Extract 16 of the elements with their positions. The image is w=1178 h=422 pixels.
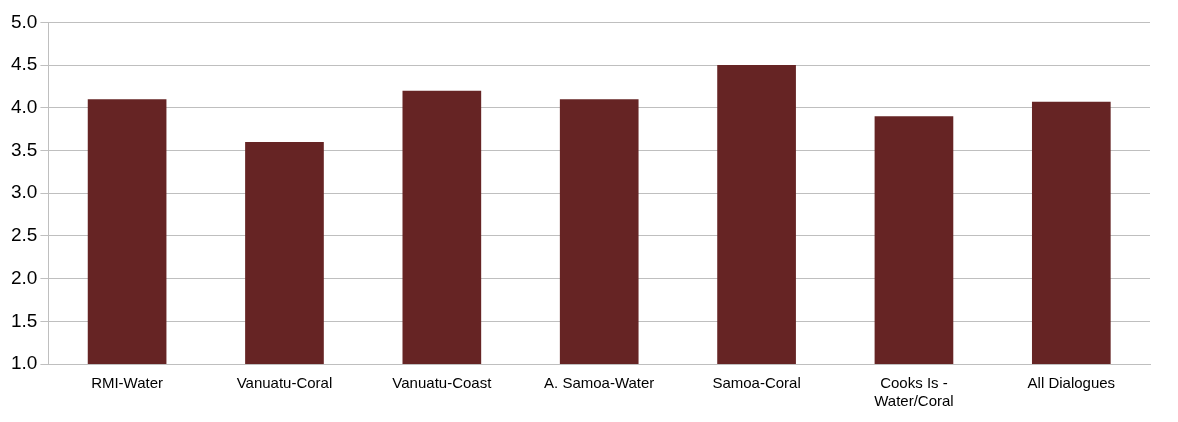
y-tick-label: 2.0	[10, 266, 38, 288]
y-tick-label: 1.0	[10, 352, 38, 374]
y-tick-label: 4.5	[10, 53, 38, 75]
y-tick-label: 2.5	[10, 224, 38, 246]
x-tick-label: Vanuatu-Coral	[236, 374, 333, 392]
x-tick-label: Vanuatu-Coast	[392, 374, 493, 392]
x-tick-label: Cooks Is - Water/Coral	[874, 374, 954, 410]
y-tick-label: 3.5	[10, 138, 38, 160]
x-tick-label: A. Samoa-Water	[544, 374, 655, 392]
y-tick-label: 3.0	[10, 181, 38, 203]
x-tick-label: Samoa-Coral	[712, 374, 801, 392]
x-tick-label: All Dialogues	[1027, 374, 1116, 392]
y-tick-label: 5.0	[10, 10, 38, 32]
y-tick-label: 4.0	[10, 96, 38, 118]
y-tick-label: 1.5	[10, 309, 38, 331]
x-tick-label: RMI-Water	[91, 374, 164, 392]
